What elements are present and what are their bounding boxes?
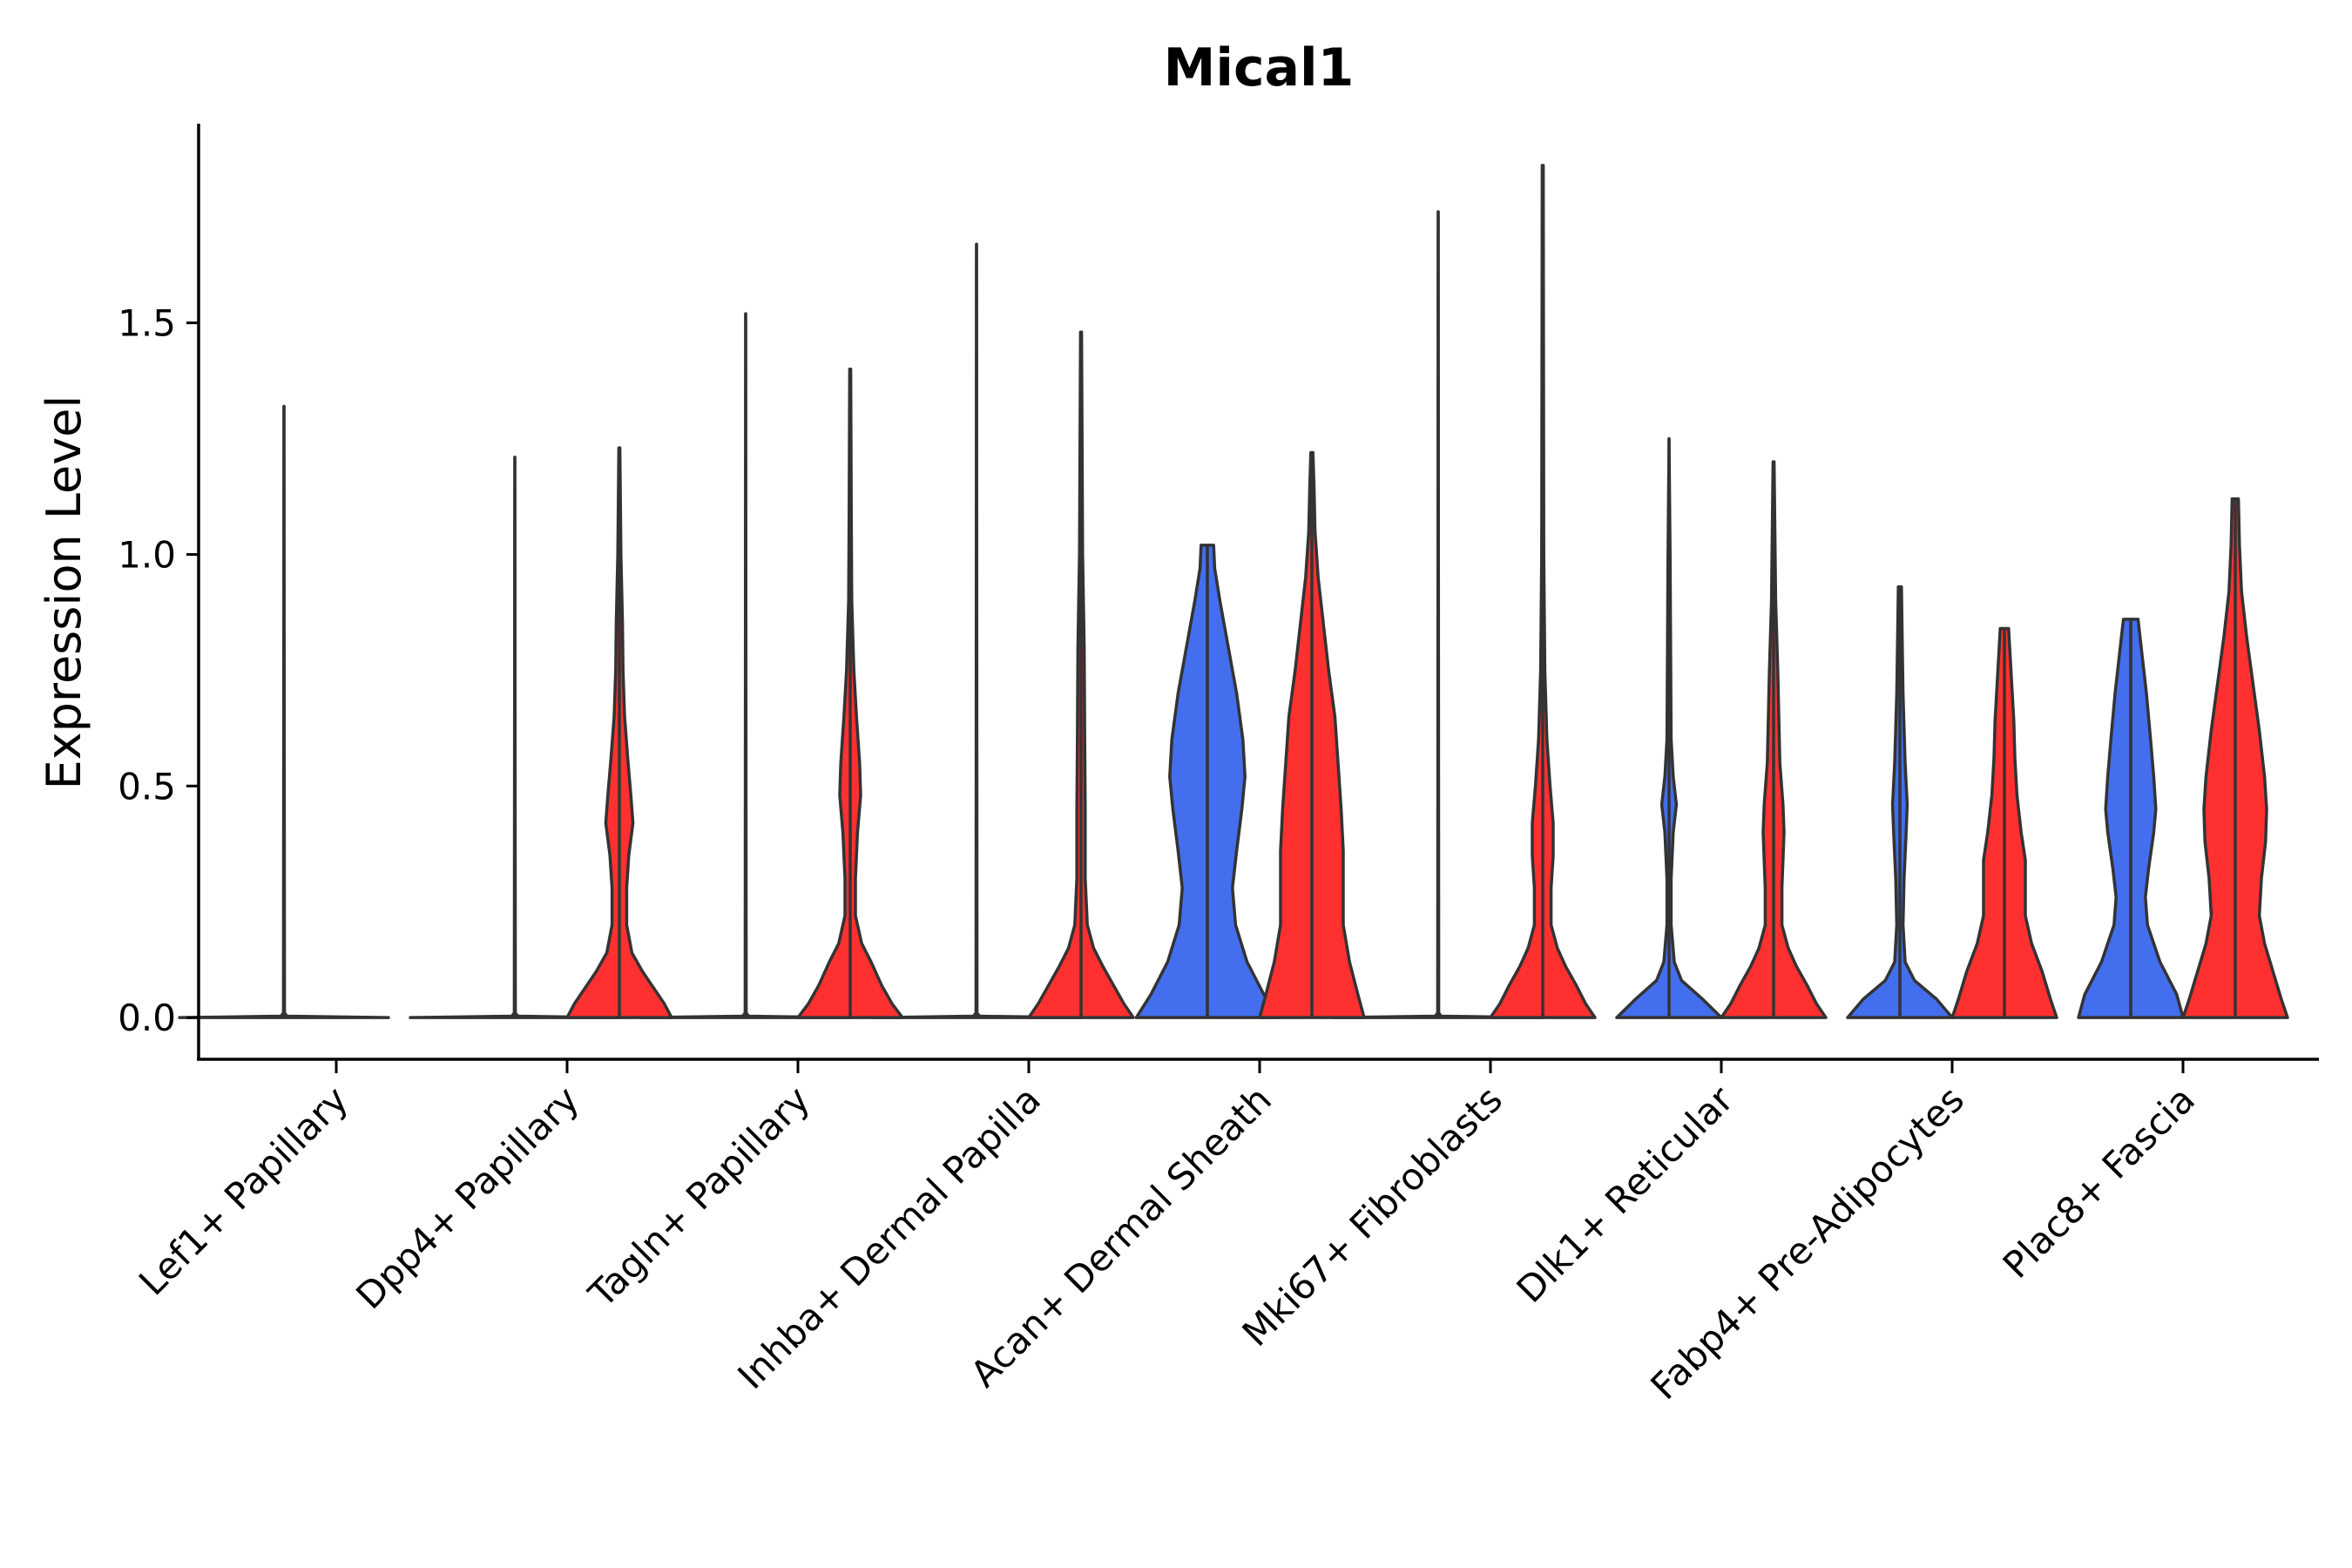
y-axis-title: Expression Level [37,395,91,790]
chart-title: Mical1 [1164,37,1355,98]
x-tick-label: Dpp4+ Papillary [348,1078,587,1317]
x-tick-label: Mki67+ Fibroblasts [1234,1078,1511,1354]
x-tick-label: Plac8+ Fascia [1995,1078,2203,1286]
violin-group2-2 [796,368,904,1019]
violin-group1-0 [178,404,390,1019]
violin-group2-3 [1027,330,1135,1019]
violin-group2-5 [1489,164,1597,1019]
x-tick-label: Dlk1+ Reticular [1509,1078,1742,1311]
x-tick-label: Lef1+ Papillary [131,1078,356,1303]
y-axis-ticks: 0.0 0.5 1.0 1.5 [118,302,199,1039]
x-tick-label: Tagln+ Papillary [580,1078,818,1315]
violin-group2-6 [1720,460,1828,1019]
violin-group1-5 [1332,210,1544,1019]
violin-group2-4 [1258,450,1366,1019]
violin-group2-7 [1950,626,2058,1019]
violin-group1-6 [1615,436,1723,1019]
violin-group1-8 [2077,618,2185,1019]
violin-group1-1 [409,456,621,1019]
violin-layer [178,164,2289,1019]
violin-group1-3 [870,242,1083,1019]
violin-group1-4 [1134,544,1281,1019]
violin-group2-8 [2181,497,2289,1019]
y-tick-label: 1.0 [118,533,176,576]
y-tick-label: 0.0 [118,997,176,1039]
violin-group2-1 [565,446,673,1019]
violin-group1-7 [1846,585,1954,1019]
y-tick-label: 1.5 [118,302,176,345]
y-tick-label: 0.5 [118,765,176,808]
violin-group1-2 [639,312,852,1019]
